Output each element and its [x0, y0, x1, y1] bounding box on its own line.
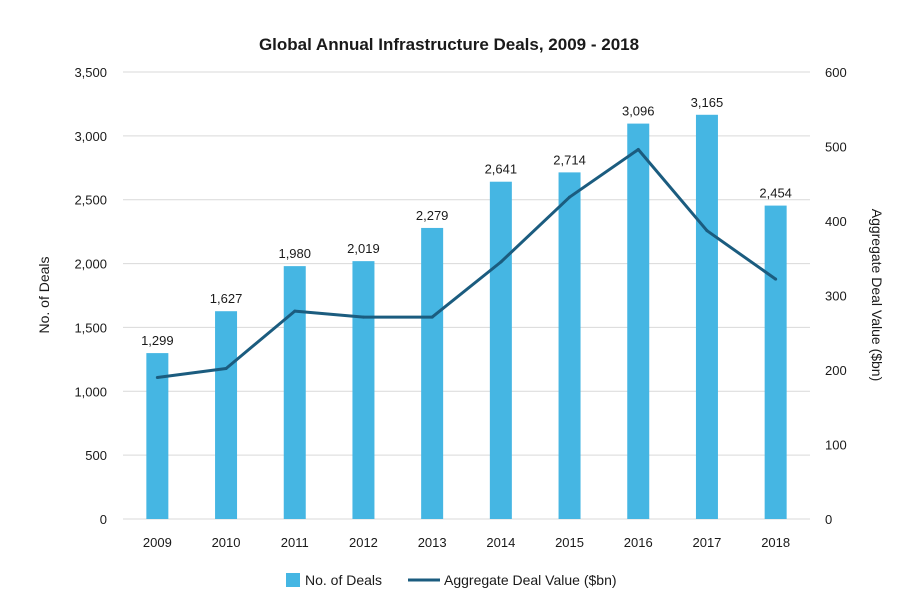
line-point: [636, 147, 640, 151]
bar-data-label: 1,299: [141, 333, 174, 348]
legend-label-deals: No. of Deals: [305, 572, 382, 588]
line-point: [774, 277, 778, 281]
bar-data-label: 1,627: [210, 291, 243, 306]
y-tick-label: 3,000: [74, 129, 107, 144]
line-point: [224, 367, 228, 371]
x-tick-label: 2015: [555, 535, 584, 550]
y-tick-label: 2,500: [74, 193, 107, 208]
line-point: [361, 315, 365, 319]
y2-tick-label: 300: [825, 289, 847, 304]
y-tick-label: 3,500: [74, 65, 107, 80]
y-tick-label: 500: [85, 448, 107, 463]
bar-data-label: 3,165: [691, 95, 724, 110]
bar: [764, 205, 787, 519]
bar-data-label: 2,714: [553, 152, 586, 167]
bar: [421, 227, 444, 519]
bar: [352, 261, 375, 519]
value-line: [157, 148, 777, 379]
bar-data-label: 3,096: [622, 104, 655, 119]
line-point: [155, 375, 159, 379]
line-point: [568, 195, 572, 199]
y-tick-label: 1,500: [74, 320, 107, 335]
data-labels: 1,299 1,627 1,980 2,019 2,279 2,641 2,714 3,096…: [141, 95, 792, 348]
x-tick-label: 2013: [418, 535, 447, 550]
y-tick-label: 1,000: [74, 384, 107, 399]
bar-series: [146, 114, 787, 520]
y2-tick-label: 400: [825, 214, 847, 229]
bar: [627, 123, 650, 520]
bar: [558, 172, 581, 519]
bar-data-label: 2,454: [759, 186, 792, 201]
x-tick-label: 2010: [212, 535, 241, 550]
y2-tick-label: 200: [825, 363, 847, 378]
line-series: [155, 147, 778, 379]
x-tick-label: 2014: [486, 535, 515, 550]
bar: [146, 353, 169, 519]
axes: 0 500 1,000 1,500 2,000 2,500 3,000 3,500 0 100 20…: [74, 65, 846, 550]
y2-tick-label: 500: [825, 140, 847, 155]
x-tick-label: 2011: [281, 535, 309, 550]
line-point: [430, 315, 434, 319]
legend-label-value: Aggregate Deal Value ($bn): [444, 572, 617, 588]
y-axis-title: No. of Deals: [36, 256, 52, 333]
line-point: [705, 229, 709, 233]
line-point: [499, 260, 503, 264]
y2-axis-title: Aggregate Deal Value ($bn): [869, 209, 885, 382]
y-tick-label: 2,000: [74, 257, 107, 272]
y-tick-label: 0: [100, 512, 107, 527]
y2-tick-label: 600: [825, 65, 847, 80]
x-tick-label: 2017: [692, 535, 721, 550]
chart-title: Global Annual Infrastructure Deals, 2009…: [259, 35, 639, 54]
gridlines: [123, 71, 810, 520]
bar: [489, 181, 512, 519]
bar-data-label: 2,019: [347, 241, 380, 256]
x-tick-label: 2016: [624, 535, 653, 550]
bar-data-label: 1,980: [278, 246, 311, 261]
bar: [695, 114, 718, 519]
bar: [215, 311, 238, 519]
x-tick-label: 2012: [349, 535, 378, 550]
bar-data-label: 2,279: [416, 208, 449, 223]
legend: No. of Deals Aggregate Deal Value ($bn): [286, 572, 617, 588]
bar-data-label: 2,641: [485, 162, 518, 177]
x-tick-label: 2009: [143, 535, 172, 550]
bar: [283, 266, 306, 519]
line-point: [293, 309, 297, 313]
x-tick-label: 2018: [761, 535, 790, 550]
y2-tick-label: 100: [825, 438, 847, 453]
legend-swatch-deals: [286, 573, 300, 587]
y2-tick-label: 0: [825, 512, 832, 527]
